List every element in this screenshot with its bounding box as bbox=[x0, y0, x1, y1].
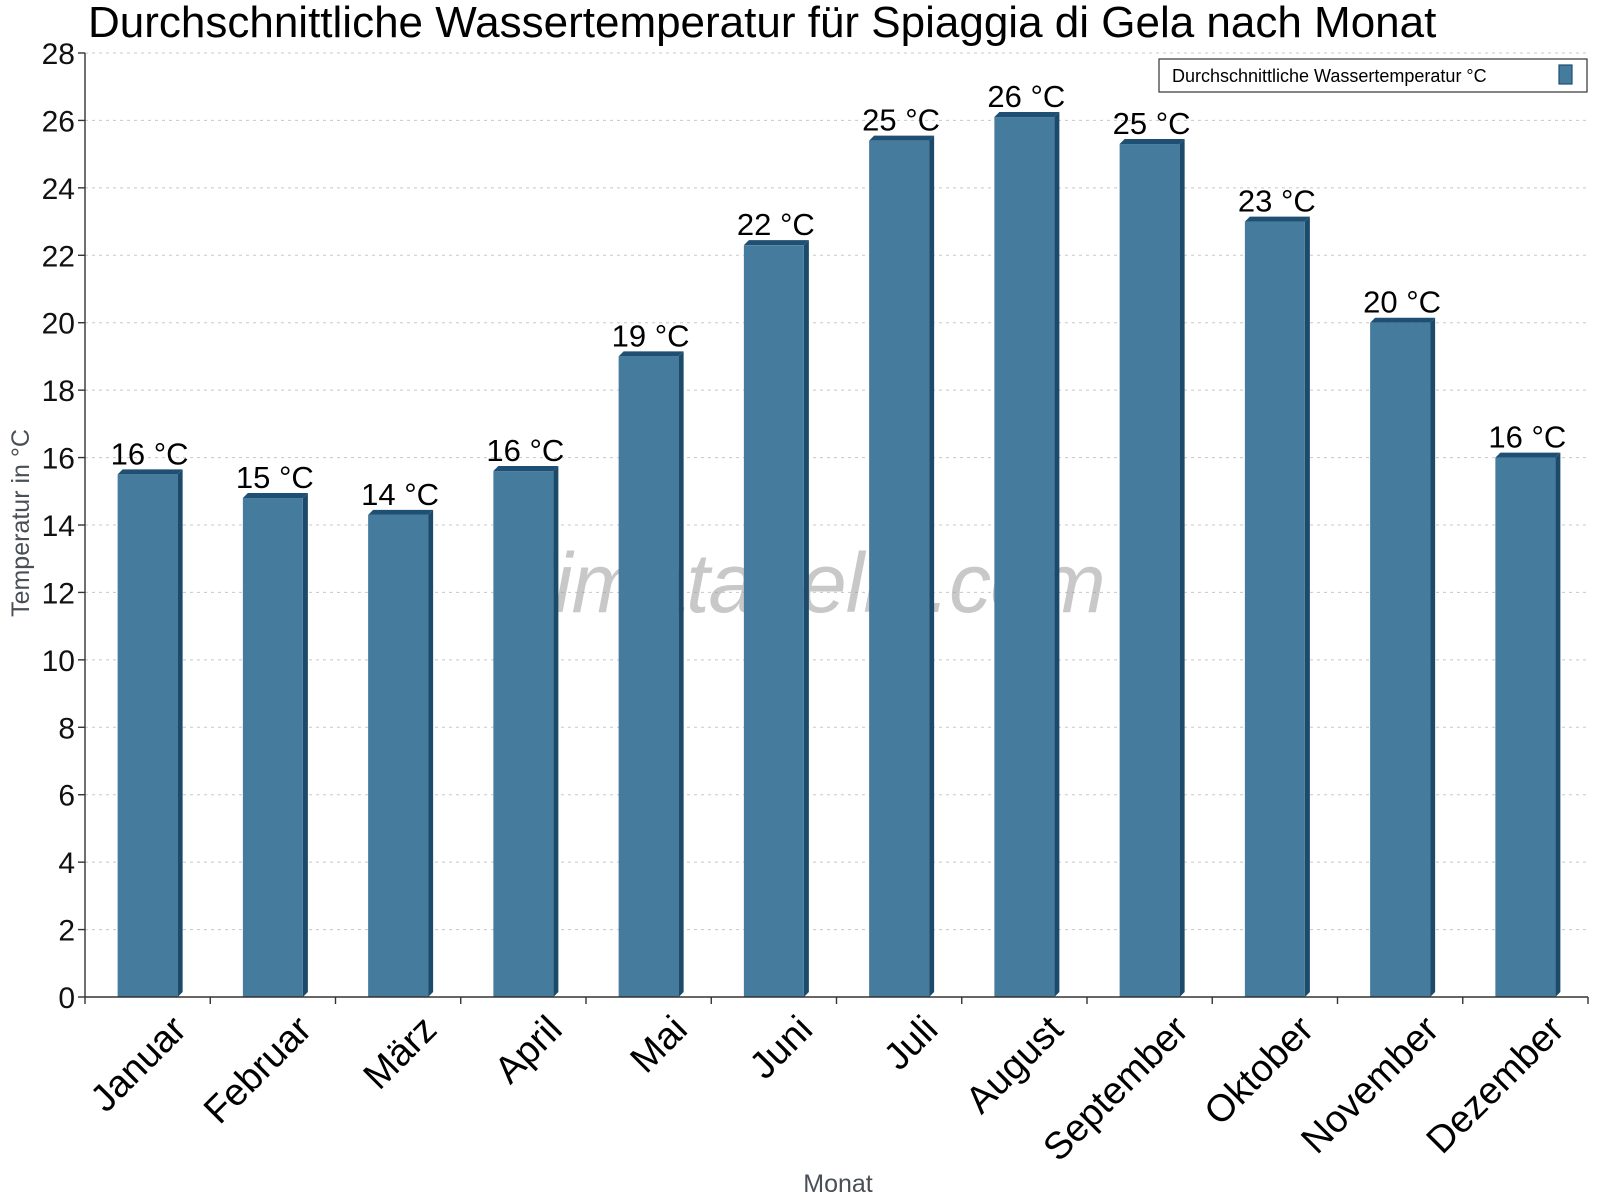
bar-top bbox=[368, 509, 434, 515]
bar-face bbox=[117, 474, 178, 997]
bar-face bbox=[743, 245, 804, 997]
bar-side bbox=[1555, 452, 1561, 998]
bar-face bbox=[1495, 457, 1556, 998]
bar-top bbox=[493, 466, 559, 472]
bar-side bbox=[177, 469, 183, 997]
x-tick-label: Juli bbox=[876, 1008, 946, 1078]
bar-top bbox=[117, 469, 183, 475]
x-tick-label: August bbox=[958, 1008, 1072, 1122]
bar-7: 25 °C bbox=[862, 103, 940, 997]
x-tick-label: Februar bbox=[196, 1008, 320, 1132]
data-label: 16 °C bbox=[111, 436, 189, 471]
bar-5: 19 °C bbox=[612, 318, 690, 997]
bar-top bbox=[1119, 139, 1185, 145]
x-tick-label: Dezember bbox=[1419, 1008, 1573, 1162]
bar-side bbox=[803, 240, 809, 997]
bar-2: 15 °C bbox=[236, 460, 314, 997]
data-label: 25 °C bbox=[862, 103, 940, 138]
chart-title: Durchschnittliche Wassertemperatur für S… bbox=[88, 0, 1436, 47]
y-tick-label: 6 bbox=[58, 780, 75, 813]
data-label: 20 °C bbox=[1363, 285, 1441, 320]
data-label: 16 °C bbox=[486, 433, 564, 468]
bar-12: 16 °C bbox=[1488, 420, 1566, 998]
bar-top bbox=[994, 112, 1060, 118]
bar-side bbox=[1054, 112, 1060, 998]
bar-9: 25 °C bbox=[1113, 106, 1191, 997]
y-tick-label: 22 bbox=[42, 240, 75, 273]
bar-face bbox=[493, 471, 554, 997]
bar-top bbox=[1495, 452, 1561, 458]
bar-3: 14 °C bbox=[361, 477, 439, 997]
bar-face bbox=[869, 140, 930, 997]
y-axis-title: Temperatur in °C bbox=[7, 429, 35, 617]
bar-side bbox=[1179, 139, 1185, 997]
x-tick-label: Mai bbox=[623, 1008, 696, 1081]
bar-face bbox=[1370, 322, 1431, 997]
bar-face bbox=[618, 356, 679, 997]
bar-top bbox=[869, 135, 935, 141]
bar-top bbox=[242, 493, 308, 499]
data-label: 14 °C bbox=[361, 477, 439, 512]
y-tick-label: 14 bbox=[42, 510, 75, 543]
bar-side bbox=[1430, 317, 1436, 997]
data-label: 19 °C bbox=[612, 318, 690, 353]
x-tick-label: April bbox=[487, 1008, 570, 1091]
y-tick-label: 16 bbox=[42, 443, 75, 476]
x-tick-label: Januar bbox=[83, 1008, 195, 1120]
bar-10: 23 °C bbox=[1238, 184, 1316, 998]
bar-11: 20 °C bbox=[1363, 285, 1441, 997]
y-tick-label: 24 bbox=[42, 173, 75, 206]
bar-1: 16 °C bbox=[111, 436, 189, 997]
bars: 16 °C 15 °C 14 °C 16 °C 19 °C 22 °C 25 °C 26 °C… bbox=[111, 79, 1566, 998]
bar-6: 22 °C bbox=[737, 207, 815, 997]
bar-side bbox=[302, 493, 308, 997]
bar-side bbox=[428, 509, 434, 997]
x-tick-label: März bbox=[356, 1008, 445, 1097]
y-tick-label: 8 bbox=[58, 712, 75, 745]
legend-swatch bbox=[1558, 64, 1573, 85]
bar-top bbox=[1370, 317, 1436, 323]
data-label: 25 °C bbox=[1113, 106, 1191, 141]
bar-side bbox=[929, 135, 935, 997]
y-tick-label: 28 bbox=[42, 38, 75, 71]
legend-box bbox=[1158, 58, 1588, 93]
data-label: 15 °C bbox=[236, 460, 314, 495]
bar-top bbox=[1244, 216, 1310, 222]
data-label: 16 °C bbox=[1488, 420, 1566, 455]
y-tick-label: 10 bbox=[42, 645, 75, 678]
bar-face bbox=[368, 514, 429, 997]
bar-face bbox=[994, 117, 1055, 998]
bar-side bbox=[553, 466, 559, 997]
bar-top bbox=[618, 351, 684, 357]
y-tick-label: 4 bbox=[58, 847, 75, 880]
bar-4: 16 °C bbox=[486, 433, 564, 997]
bar-side bbox=[678, 351, 684, 997]
grid-lines bbox=[85, 52, 1588, 931]
bar-side bbox=[1304, 216, 1310, 998]
bar-face bbox=[1244, 221, 1305, 998]
bar-top bbox=[743, 240, 809, 246]
data-label: 22 °C bbox=[737, 207, 815, 242]
legend-label: Durchschnittliche Wassertemperatur °C bbox=[1172, 66, 1487, 86]
x-tick-label: Oktober bbox=[1197, 1008, 1323, 1134]
axes bbox=[78, 52, 1589, 1004]
y-tick-label: 20 bbox=[42, 308, 75, 341]
data-label: 26 °C bbox=[987, 79, 1065, 114]
y-tick-label: 2 bbox=[58, 915, 75, 948]
y-tick-label: 12 bbox=[42, 577, 75, 610]
x-tick-label: Juni bbox=[742, 1008, 821, 1087]
y-tick-label: 26 bbox=[42, 105, 75, 138]
y-tick-label: 0 bbox=[58, 982, 75, 1015]
data-label: 23 °C bbox=[1238, 184, 1316, 219]
bar-face bbox=[242, 498, 303, 997]
bar-face bbox=[1119, 144, 1180, 997]
legend: Durchschnittliche Wassertemperatur °C bbox=[1158, 58, 1588, 93]
bar-8: 26 °C bbox=[987, 79, 1065, 998]
y-tick-label: 18 bbox=[42, 375, 75, 408]
x-axis-title: Monat bbox=[803, 1170, 873, 1198]
